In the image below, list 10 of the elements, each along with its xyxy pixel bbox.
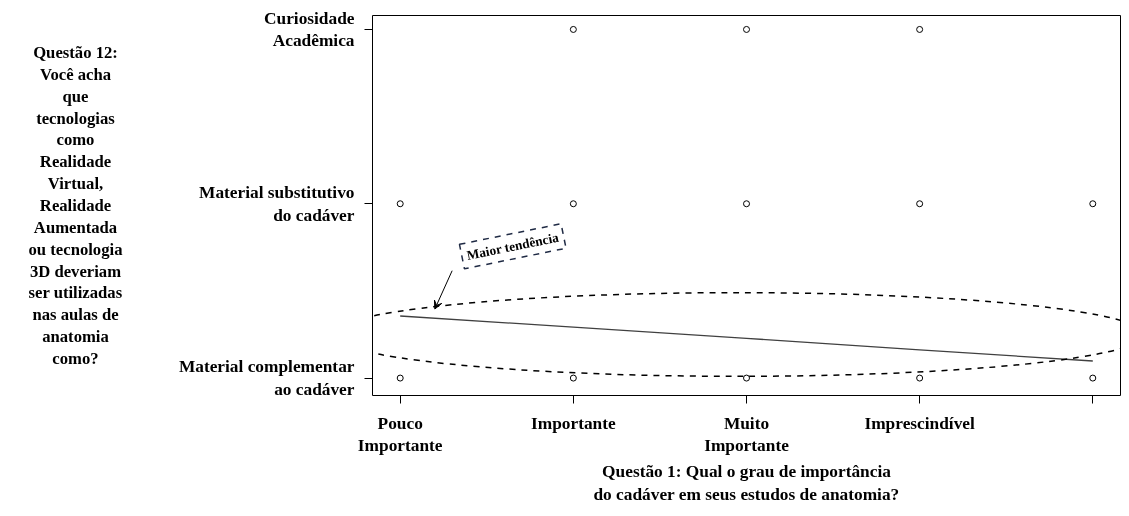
- category-label: Curiosidade Acadêmica: [263, 8, 355, 51]
- category-label: Material complementar ao cadáver: [178, 357, 355, 399]
- x-tick-label: Imprescindível: [864, 413, 976, 433]
- annotation: Maior tendência: [465, 229, 561, 263]
- x-tick-label: Pouco Importante: [357, 413, 443, 456]
- x-tick-label: Importante: [531, 413, 617, 433]
- category-label: Material substitutivo do cadáver: [199, 182, 355, 225]
- text: Questão 12: Você acha que tecnologias como Realidade Virtual, Realidade Aumentada ou tecnologia 3D deveriam ser utilizadas nas aulas de anatomia como?: [28, 43, 123, 368]
- x-axis-title: Questão 1: Qual o grau de importância do cadáver em seus estudos de anatomia?: [593, 462, 900, 505]
- x-tick-label: Muito Importante: [704, 413, 790, 456]
